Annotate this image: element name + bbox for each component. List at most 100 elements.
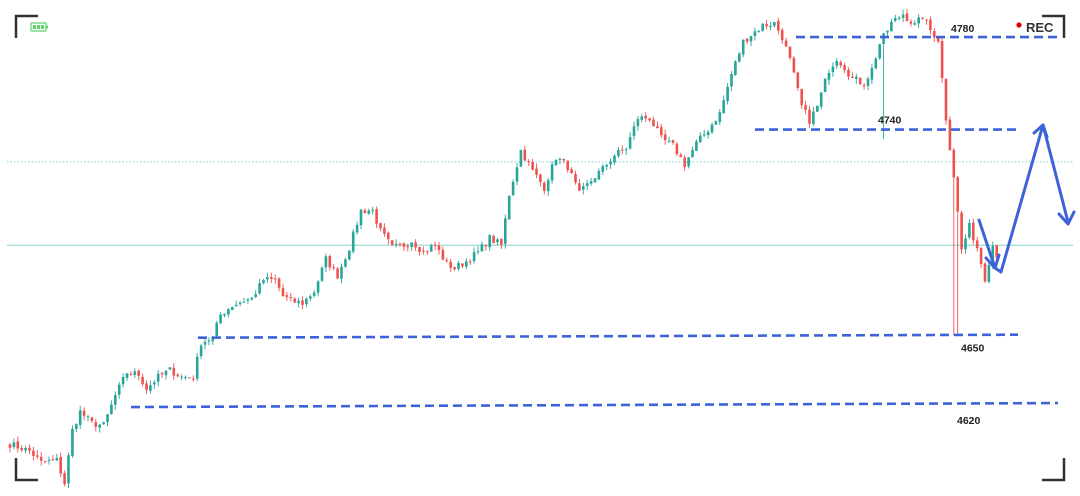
candle-body bbox=[726, 86, 729, 102]
candle bbox=[632, 121, 636, 140]
candle-body bbox=[320, 267, 324, 281]
candle-body bbox=[921, 17, 924, 19]
candle bbox=[250, 297, 254, 301]
candle-body bbox=[429, 245, 433, 252]
rec-dot-icon bbox=[1016, 22, 1022, 28]
candle bbox=[8, 443, 12, 453]
candle-body bbox=[398, 243, 402, 245]
arrow-head-up-icon bbox=[1032, 123, 1049, 139]
candle bbox=[909, 19, 913, 27]
reference-lines bbox=[7, 161, 1073, 246]
candle-body bbox=[819, 92, 823, 107]
candle bbox=[597, 168, 601, 180]
candle bbox=[289, 293, 293, 302]
candle-body bbox=[796, 72, 800, 88]
candle-body bbox=[952, 149, 956, 178]
candle-body bbox=[644, 115, 647, 119]
candle-body bbox=[593, 178, 597, 183]
candle bbox=[609, 158, 612, 169]
candle-body bbox=[94, 422, 98, 427]
candle-body bbox=[687, 157, 690, 167]
candle-body bbox=[145, 383, 148, 390]
candle-body bbox=[348, 250, 351, 260]
candle-body bbox=[855, 76, 858, 79]
candle-body bbox=[851, 76, 854, 78]
candle bbox=[917, 14, 920, 28]
candle-body bbox=[242, 301, 246, 303]
candle bbox=[449, 259, 452, 273]
candle bbox=[24, 445, 27, 454]
candle bbox=[624, 147, 628, 155]
candle-body bbox=[862, 85, 866, 87]
candle-body bbox=[418, 247, 421, 252]
candle-body bbox=[71, 428, 74, 456]
candle bbox=[535, 163, 538, 179]
candle-body bbox=[940, 40, 944, 78]
candle-body bbox=[566, 160, 569, 171]
candle-body bbox=[51, 459, 55, 461]
candle-body bbox=[47, 460, 51, 462]
candle-body bbox=[714, 121, 718, 125]
candle bbox=[952, 147, 956, 336]
candle-body bbox=[738, 53, 741, 62]
candle-body bbox=[24, 447, 27, 451]
candle-body bbox=[617, 149, 620, 156]
candle-body bbox=[351, 231, 355, 252]
candle-body bbox=[511, 181, 515, 196]
candle bbox=[808, 105, 811, 129]
candle-body bbox=[901, 14, 905, 18]
candle bbox=[511, 179, 515, 197]
candle-body bbox=[488, 235, 491, 248]
candle-body bbox=[219, 314, 222, 324]
candle-body bbox=[574, 173, 577, 183]
candle bbox=[32, 446, 35, 461]
candle bbox=[741, 39, 745, 58]
candle bbox=[948, 116, 952, 151]
arrow-head-down-icon bbox=[984, 253, 1001, 270]
candle-body bbox=[32, 450, 35, 457]
candle-body bbox=[531, 161, 534, 170]
candle-body bbox=[359, 209, 363, 226]
candle bbox=[188, 377, 191, 379]
candle-body bbox=[192, 378, 195, 380]
candle-body bbox=[667, 140, 671, 142]
candle-body bbox=[28, 447, 31, 451]
candle bbox=[648, 118, 651, 122]
candle-body bbox=[433, 244, 437, 246]
candle bbox=[531, 158, 534, 171]
candle bbox=[355, 221, 359, 235]
candle-body bbox=[761, 23, 764, 31]
candle-body bbox=[948, 119, 952, 151]
candle bbox=[98, 423, 101, 433]
candle-body bbox=[816, 105, 819, 112]
candle bbox=[523, 145, 527, 162]
candle bbox=[761, 22, 764, 32]
candle-body bbox=[383, 227, 386, 234]
candle-body bbox=[527, 161, 530, 163]
candle-body bbox=[43, 460, 47, 462]
candle-body bbox=[847, 69, 850, 77]
candle-body bbox=[749, 36, 753, 42]
candle bbox=[59, 452, 62, 477]
candle-body bbox=[422, 250, 425, 252]
candle bbox=[82, 407, 86, 421]
candle bbox=[847, 67, 850, 81]
candle bbox=[359, 209, 363, 230]
candle-body bbox=[227, 309, 230, 315]
candle bbox=[644, 111, 647, 123]
candle-body bbox=[609, 161, 612, 165]
candle bbox=[749, 35, 753, 47]
candle-body bbox=[640, 116, 644, 120]
candle bbox=[133, 368, 137, 379]
candle bbox=[102, 421, 105, 425]
candle-body bbox=[507, 195, 511, 220]
candle-body bbox=[597, 170, 601, 180]
candle bbox=[219, 312, 222, 324]
candle bbox=[757, 30, 761, 33]
candle bbox=[504, 214, 507, 249]
candle-body bbox=[199, 345, 203, 357]
candle bbox=[656, 121, 659, 129]
candle-body bbox=[523, 149, 527, 161]
candle bbox=[543, 181, 546, 195]
candle bbox=[874, 56, 878, 70]
